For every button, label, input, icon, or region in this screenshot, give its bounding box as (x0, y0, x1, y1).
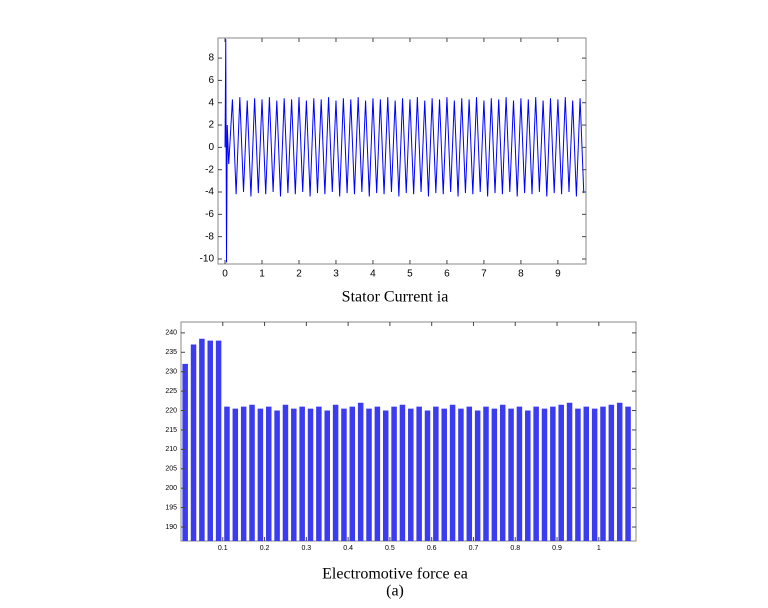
x-tick-label: 5 (407, 269, 413, 280)
x-tick-label: 1 (597, 545, 601, 552)
x-axis-label: Electromotive force ea (322, 566, 468, 583)
x-tick-label: 0.2 (260, 545, 270, 552)
x-tick-label: 9 (555, 269, 561, 280)
x-tick-label: 3 (333, 269, 339, 280)
y-tick-label: 190 (165, 524, 177, 531)
y-tick-label: 210 (165, 446, 177, 453)
x-tick-label: 6 (444, 269, 450, 280)
y-tick-label: 8 (208, 53, 214, 64)
x-tick-label: 0.3 (301, 545, 311, 552)
x-tick-label: 0.5 (385, 545, 395, 552)
x-tick-label: 0 (222, 269, 228, 280)
x-tick-label: 7 (481, 269, 487, 280)
y-tick-label: 0 (208, 142, 214, 153)
x-tick-label: 0.6 (427, 545, 437, 552)
y-tick-label: 200 (165, 485, 177, 492)
figure-caption: (a) (386, 583, 404, 600)
x-tick-label: 8 (518, 269, 524, 280)
y-tick-label: -10 (200, 254, 215, 265)
x-tick-label: 4 (370, 269, 376, 280)
x-tick-label: 0.7 (469, 545, 479, 552)
y-tick-label: 230 (165, 369, 177, 376)
y-tick-label: 2 (208, 120, 214, 131)
x-tick-label: 0.8 (510, 545, 520, 552)
y-tick-label: 195 (165, 504, 177, 511)
y-tick-label: 235 (165, 349, 177, 356)
y-tick-label: 205 (165, 466, 177, 473)
y-tick-label: 4 (208, 97, 214, 108)
y-tick-label: -6 (205, 209, 214, 220)
y-tick-label: 6 (208, 75, 214, 86)
x-tick-label: 0.9 (552, 545, 562, 552)
y-tick-label: 225 (165, 388, 177, 395)
plot-area (217, 37, 587, 265)
y-tick-label: -2 (205, 164, 214, 175)
x-axis-label: Stator Current ia (342, 289, 449, 306)
x-tick-label: 2 (296, 269, 302, 280)
current-line (224, 39, 585, 263)
y-tick-label: 215 (165, 427, 177, 434)
y-tick-label: -8 (205, 231, 214, 242)
y-tick-label: 220 (165, 407, 177, 414)
y-tick-label: -4 (205, 187, 214, 198)
y-tick-label: 240 (165, 330, 177, 337)
x-tick-label: 0.4 (343, 545, 353, 552)
x-tick-label: 0.1 (218, 545, 228, 552)
x-tick-label: 1 (259, 269, 265, 280)
